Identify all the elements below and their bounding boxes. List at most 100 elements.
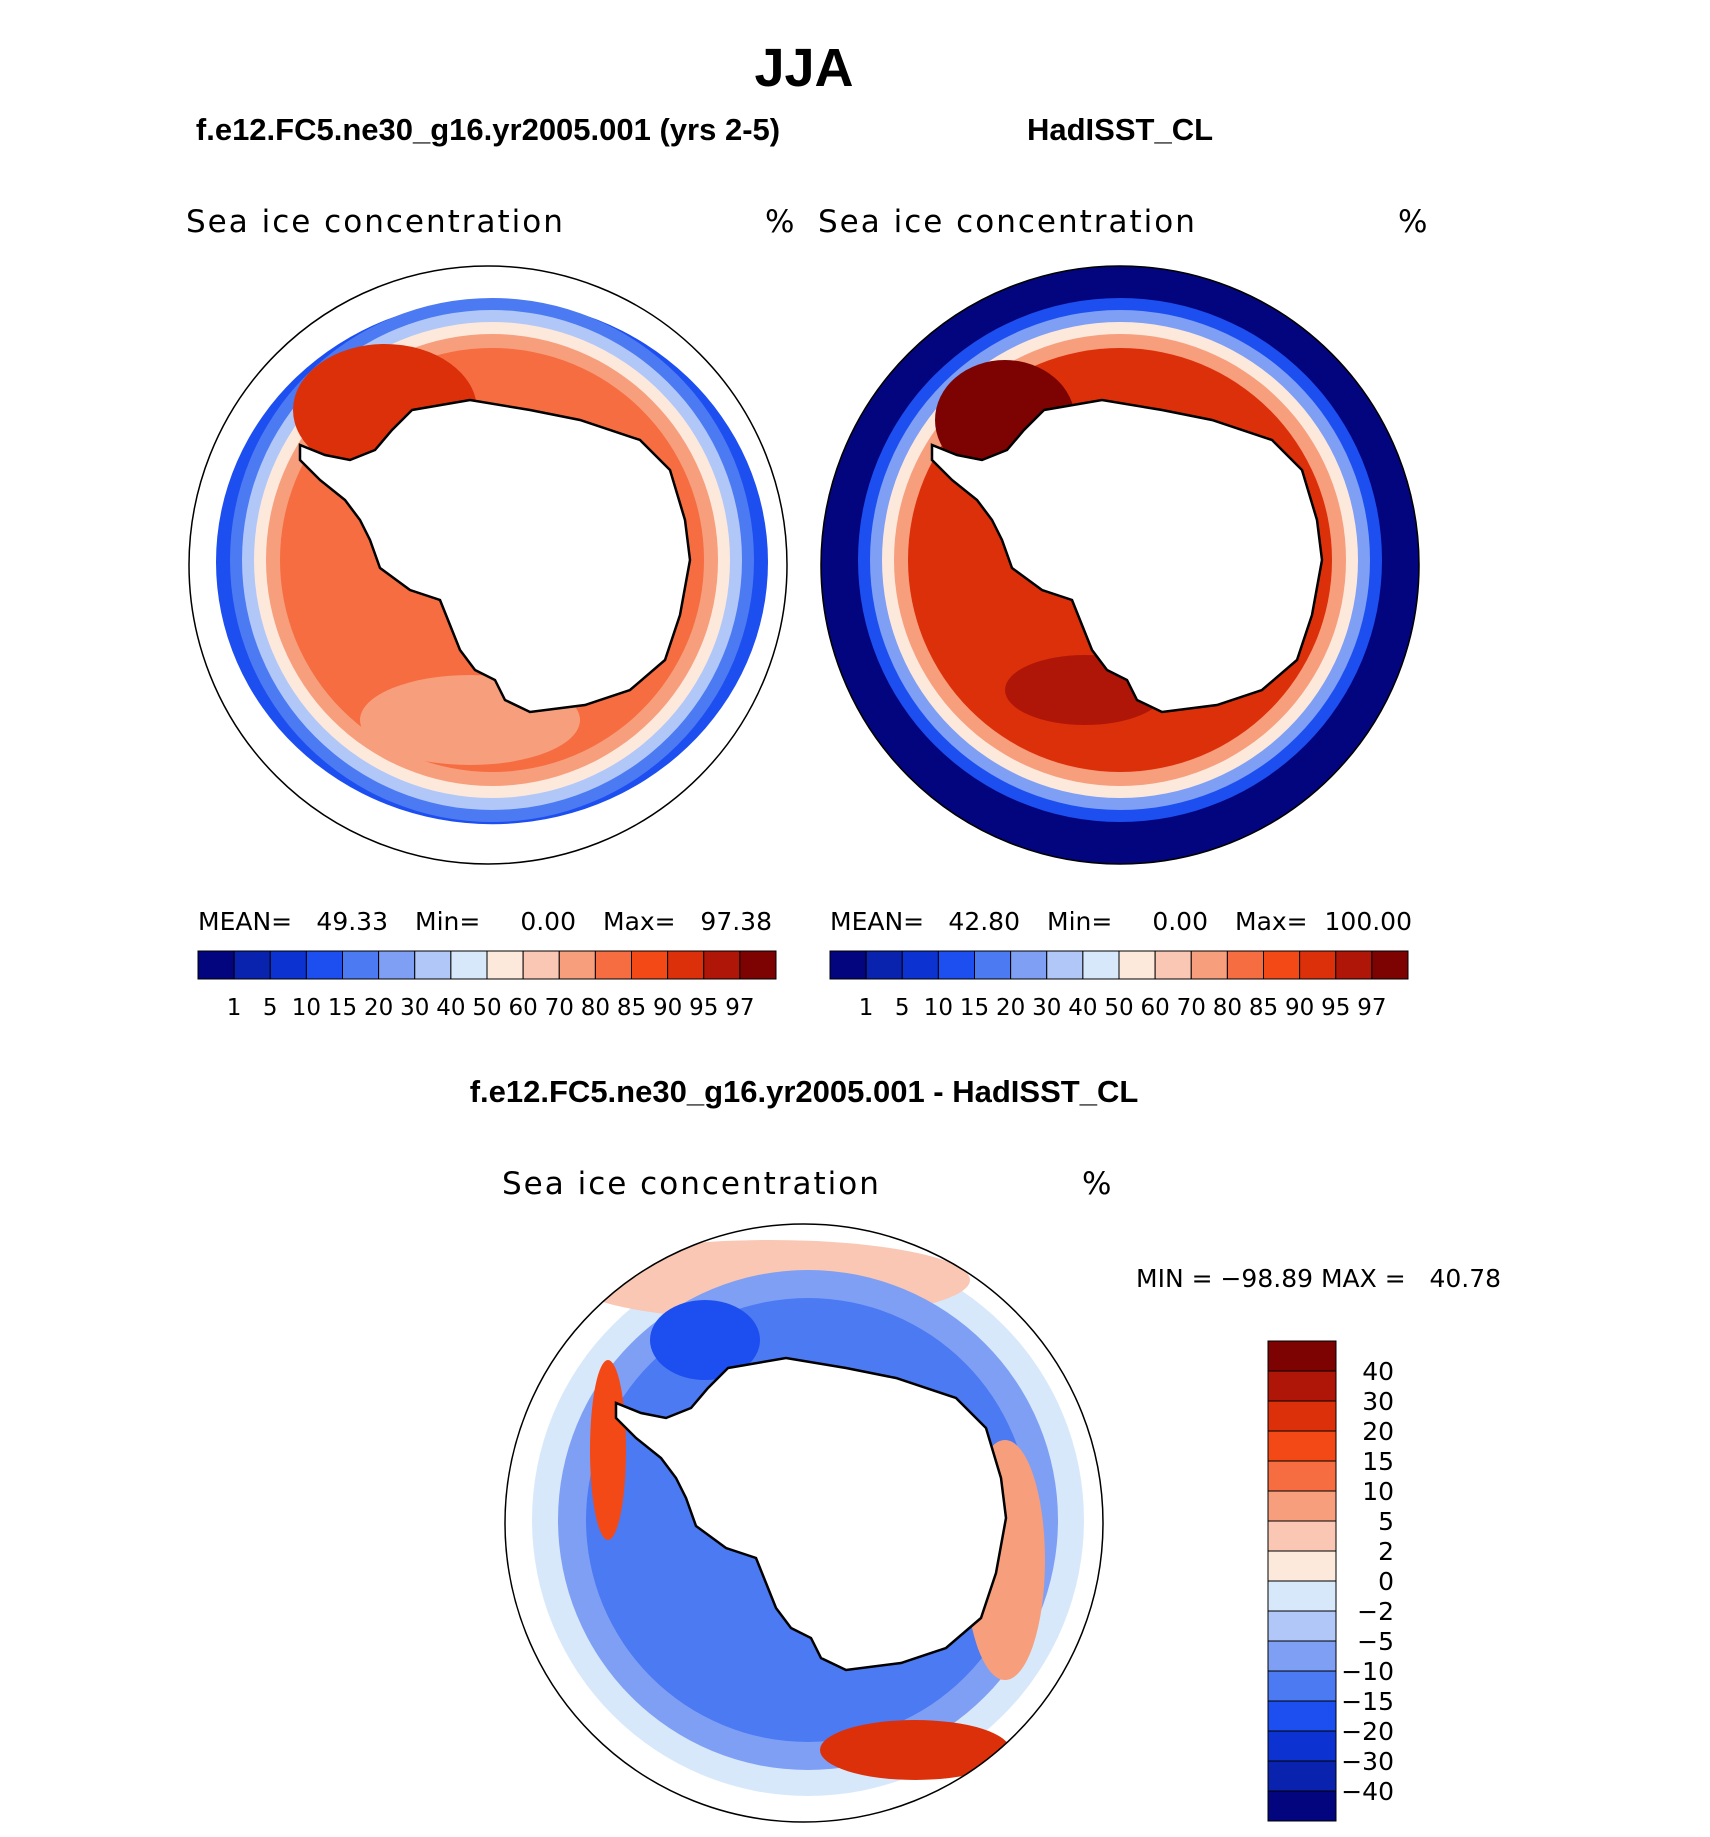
model-max-label: Max= — [603, 907, 676, 936]
colorbar-tick-label: 20 — [364, 995, 393, 1021]
colorbar-tick-label: 90 — [653, 995, 682, 1021]
colorbar-tick-label: 40 — [1068, 995, 1097, 1021]
colorbar-tick-label: 80 — [1213, 995, 1242, 1021]
colorbar-swatch — [197, 950, 235, 980]
colorbar-tick-label: −5 — [1357, 1627, 1394, 1656]
colorbar-tick-label: 95 — [689, 995, 718, 1021]
colorbar-swatch — [269, 950, 307, 980]
model-mean-label: MEAN= — [198, 907, 292, 936]
model-colorbar: 1 5 10 15 20 30 40 50 60 70 80 85 90 95 97 — [197, 950, 777, 1021]
colorbar-tick-label: 5 — [895, 995, 910, 1021]
colorbar-tick-label: 40 — [1362, 1357, 1394, 1386]
diff-positive-south — [820, 1720, 1010, 1780]
colorbar-tick-label: 95 — [1321, 995, 1350, 1021]
model-mean-value: 49.33 — [316, 907, 388, 936]
colorbar-swatch — [1267, 1370, 1337, 1402]
colorbar-tick-label: 30 — [400, 995, 429, 1021]
colorbar-tick-label: 30 — [1032, 995, 1061, 1021]
colorbar-tick-label: 20 — [1362, 1417, 1394, 1446]
colorbar-tick-label: −40 — [1341, 1777, 1394, 1806]
diff-minmax: MIN = −98.89 MAX = 40.78 — [1136, 1264, 1501, 1293]
colorbar-swatch — [1154, 950, 1192, 980]
colorbar-swatch — [1267, 1760, 1337, 1792]
colorbar-swatch — [1335, 950, 1373, 980]
colorbar-swatch — [631, 950, 669, 980]
colorbar-tick-label: 15 — [960, 995, 989, 1021]
colorbar-tick-label: 85 — [617, 995, 646, 1021]
diff-negative-weddell — [650, 1300, 760, 1380]
colorbar-swatch — [865, 950, 903, 980]
obs-colorbar: 1 5 10 15 20 30 40 50 60 70 80 85 90 95 97 — [829, 950, 1409, 1021]
diff-antarctica-land — [614, 1356, 1008, 1672]
colorbar-tick-label: 80 — [581, 995, 610, 1021]
colorbar-swatch — [1118, 950, 1156, 980]
model-panel-subtitle: Sea ice concentration — [186, 204, 565, 240]
obs-panel-title: HadISST_CL — [1027, 112, 1213, 147]
colorbar-tick-label: 5 — [1378, 1507, 1394, 1536]
colorbar-swatch — [594, 950, 632, 980]
colorbar-swatch — [1267, 1490, 1337, 1522]
colorbar-swatch — [1190, 950, 1228, 980]
colorbar-tick-label: 15 — [328, 995, 357, 1021]
model-panel-title: f.e12.FC5.ne30_g16.yr2005.001 (yrs 2-5) — [196, 112, 780, 147]
obs-mean-value: 42.80 — [948, 907, 1020, 936]
colorbar-swatch — [450, 950, 488, 980]
obs-antarctica-land — [930, 398, 1324, 714]
colorbar-swatch — [1267, 1790, 1337, 1822]
colorbar-swatch — [739, 950, 777, 980]
colorbar-tick-label: 60 — [1140, 995, 1169, 1021]
colorbar-tick-label: 70 — [1177, 995, 1206, 1021]
colorbar-swatch — [378, 950, 416, 980]
model-panel-units: % — [765, 204, 794, 240]
colorbar-tick-label: 50 — [1104, 995, 1133, 1021]
colorbar-swatch — [667, 950, 705, 980]
colorbar-tick-label: −10 — [1341, 1657, 1394, 1686]
colorbar-tick-label: −2 — [1357, 1597, 1394, 1626]
colorbar-swatch — [233, 950, 271, 980]
model-min-label: Min= — [415, 907, 480, 936]
model-map — [188, 265, 788, 865]
diff-map — [504, 1223, 1104, 1823]
colorbar-tick-label: 0 — [1378, 1567, 1394, 1596]
colorbar-swatch — [1263, 950, 1301, 980]
diff-panel-units: % — [1082, 1166, 1111, 1202]
colorbar-swatch — [1046, 950, 1084, 980]
colorbar-tick-label: −30 — [1341, 1747, 1394, 1776]
colorbar-swatch — [1267, 1400, 1337, 1432]
obs-max-value: 100.00 — [1325, 907, 1412, 936]
obs-min-value: 0.00 — [1152, 907, 1208, 936]
colorbar-swatch — [1267, 1520, 1337, 1552]
colorbar-tick-label: 1 — [859, 995, 874, 1021]
colorbar-swatch — [1267, 1550, 1337, 1582]
colorbar-swatch — [305, 950, 343, 980]
colorbar-swatch — [1267, 1610, 1337, 1642]
colorbar-swatch — [1267, 1640, 1337, 1672]
obs-panel-units: % — [1398, 204, 1427, 240]
diff-panel-subtitle: Sea ice concentration — [502, 1166, 881, 1202]
colorbar-tick-label: 90 — [1285, 995, 1314, 1021]
obs-panel-subtitle: Sea ice concentration — [818, 204, 1197, 240]
model-map-border — [188, 265, 788, 865]
obs-map — [820, 265, 1420, 865]
colorbar-tick-label: 20 — [996, 995, 1025, 1021]
model-max-value: 97.38 — [700, 907, 772, 936]
obs-stats: MEAN= 42.80 Min= 0.00 Max= 100.00 — [830, 907, 1412, 936]
colorbar-tick-label: 50 — [472, 995, 501, 1021]
obs-max-label: Max= — [1235, 907, 1308, 936]
obs-mean-label: MEAN= — [830, 907, 924, 936]
colorbar-tick-label: 40 — [436, 995, 465, 1021]
colorbar-swatch — [1082, 950, 1120, 980]
colorbar-swatch — [1267, 1460, 1337, 1492]
colorbar-swatch — [414, 950, 452, 980]
colorbar-swatch — [1267, 1580, 1337, 1612]
obs-map-border — [820, 265, 1420, 865]
colorbar-swatch — [1010, 950, 1048, 980]
colorbar-swatch — [703, 950, 741, 980]
season-title: JJA — [754, 38, 853, 98]
model-stats: MEAN= 49.33 Min= 0.00 Max= 97.38 — [198, 907, 772, 936]
colorbar-swatch — [558, 950, 596, 980]
colorbar-tick-label: 2 — [1378, 1537, 1394, 1566]
colorbar-swatch — [1371, 950, 1409, 980]
